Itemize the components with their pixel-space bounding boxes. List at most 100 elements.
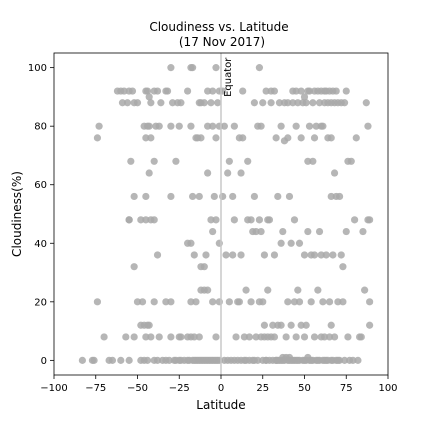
data-point xyxy=(125,216,133,224)
data-point xyxy=(285,356,294,364)
data-point xyxy=(277,122,285,130)
data-point xyxy=(157,99,165,107)
data-point xyxy=(95,122,103,130)
data-point xyxy=(352,134,360,142)
data-point xyxy=(168,99,177,107)
data-point xyxy=(290,216,299,224)
data-point xyxy=(270,87,279,95)
data-point xyxy=(307,298,315,306)
data-point xyxy=(292,87,300,95)
data-point xyxy=(195,192,203,201)
data-point xyxy=(195,333,203,341)
data-point xyxy=(361,286,369,294)
data-point xyxy=(317,122,325,130)
data-point xyxy=(260,321,269,329)
data-point xyxy=(260,251,269,259)
data-point xyxy=(130,333,138,341)
data-point xyxy=(334,298,342,306)
data-point xyxy=(212,64,220,72)
data-point xyxy=(282,333,290,341)
data-point xyxy=(294,99,302,107)
data-point xyxy=(78,356,86,364)
data-point xyxy=(204,87,212,95)
data-point xyxy=(300,333,309,341)
data-point xyxy=(274,192,282,201)
data-point xyxy=(289,99,297,107)
data-point xyxy=(250,192,258,201)
data-point xyxy=(232,333,240,341)
data-point xyxy=(359,227,367,236)
data-point xyxy=(177,99,185,107)
data-point xyxy=(335,192,344,201)
data-point xyxy=(330,333,339,341)
data-point xyxy=(351,216,359,224)
data-point xyxy=(332,87,340,95)
data-point xyxy=(219,192,227,201)
data-point xyxy=(327,321,335,329)
data-point xyxy=(239,87,247,95)
data-point xyxy=(259,298,267,306)
x-tick-label: 100 xyxy=(378,383,397,394)
data-point xyxy=(294,286,302,294)
data-point xyxy=(329,251,337,259)
data-point xyxy=(287,321,295,329)
data-point xyxy=(100,333,108,341)
data-point xyxy=(229,192,237,201)
data-point xyxy=(145,321,153,329)
data-point xyxy=(315,227,324,236)
data-point xyxy=(354,356,362,364)
data-point xyxy=(264,286,272,294)
data-point xyxy=(340,99,349,107)
data-point xyxy=(320,333,329,341)
data-point xyxy=(269,321,277,329)
data-point xyxy=(145,122,153,130)
data-point xyxy=(244,157,252,165)
data-point xyxy=(279,356,287,364)
data-point xyxy=(207,99,215,107)
data-point xyxy=(327,192,335,201)
data-point xyxy=(305,122,314,130)
data-point xyxy=(239,134,247,142)
data-point xyxy=(108,356,117,364)
data-point xyxy=(314,286,322,294)
data-point xyxy=(93,134,102,142)
data-point xyxy=(142,134,150,142)
data-point xyxy=(340,356,349,364)
data-point xyxy=(212,216,220,224)
scatter-points xyxy=(78,64,374,364)
data-point xyxy=(130,192,138,201)
data-point xyxy=(319,298,327,306)
data-point xyxy=(187,298,195,306)
data-point xyxy=(255,64,264,72)
x-tick-label: −25 xyxy=(169,383,190,394)
data-point xyxy=(242,286,250,294)
data-point xyxy=(317,251,325,259)
data-point xyxy=(153,87,162,95)
data-point xyxy=(167,298,175,306)
data-point xyxy=(292,333,300,341)
data-point xyxy=(245,333,253,341)
data-point xyxy=(229,251,237,259)
data-point xyxy=(133,298,142,306)
data-point xyxy=(349,356,357,364)
data-point xyxy=(197,134,205,142)
data-point xyxy=(155,333,163,341)
data-point xyxy=(252,333,260,341)
data-point xyxy=(292,356,300,364)
x-axis-ticks: −100 −75 −50 −25 0 25 50 75 100 xyxy=(40,375,398,394)
data-point xyxy=(237,251,245,259)
data-point xyxy=(220,122,228,130)
data-point xyxy=(200,99,208,107)
data-point xyxy=(125,356,133,364)
data-point xyxy=(262,356,270,364)
data-point xyxy=(192,298,200,306)
y-tick-label: 40 xyxy=(34,239,47,250)
data-point xyxy=(272,356,280,364)
data-point xyxy=(285,192,294,201)
data-point xyxy=(167,333,175,341)
data-point xyxy=(187,122,195,130)
data-point xyxy=(204,286,212,294)
x-tick-label: 25 xyxy=(256,383,269,394)
data-point xyxy=(259,99,267,107)
